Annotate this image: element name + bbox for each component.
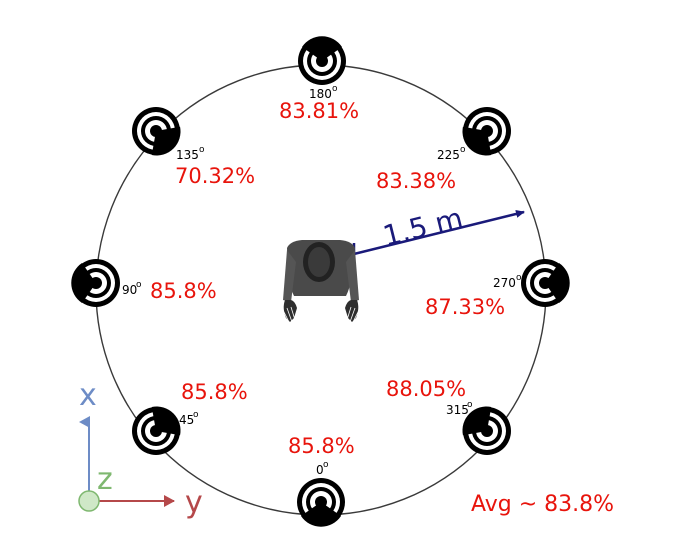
- angle-label: 0: [316, 463, 324, 477]
- degree-symbol: o: [323, 460, 329, 470]
- speaker-icon: [297, 478, 345, 527]
- distance-label: 1.5 m: [380, 201, 466, 253]
- degree-symbol: o: [199, 145, 205, 155]
- accuracy-label: 87.33%: [425, 295, 505, 319]
- speaker-135: 135 o 70.32%: [122, 97, 255, 188]
- accuracy-label: 83.38%: [376, 169, 456, 193]
- degree-symbol: o: [332, 84, 338, 94]
- degree-symbol: o: [467, 400, 473, 410]
- speaker-225: 225 o 83.38%: [376, 97, 521, 193]
- speaker-315: 315 o 88.05%: [386, 377, 521, 465]
- accuracy-label: 88.05%: [386, 377, 466, 401]
- angle-label: 135: [176, 148, 199, 162]
- speaker-icon: [521, 259, 570, 307]
- accuracy-label: 85.8%: [150, 279, 217, 303]
- speaker-45: 45 o 85.8%: [122, 380, 248, 465]
- accuracy-label: 70.32%: [175, 164, 255, 188]
- z-axis-label: z: [97, 462, 113, 497]
- degree-symbol: o: [516, 273, 522, 283]
- degree-symbol: o: [193, 410, 199, 420]
- accuracy-label: 85.8%: [181, 380, 248, 404]
- angle-label: 90: [122, 283, 137, 297]
- y-axis-label: y: [185, 485, 203, 520]
- average-accuracy-label: Avg ~ 83.8%: [471, 492, 614, 517]
- speaker-icon: [298, 36, 346, 85]
- speaker-icon: [71, 259, 120, 307]
- x-axis-label: x: [79, 378, 97, 413]
- degree-symbol: o: [460, 145, 466, 155]
- coordinate-axes-icon: x z y: [78, 378, 203, 520]
- speaker-icon: [452, 97, 521, 166]
- angle-label: 225: [437, 148, 460, 162]
- speaker-270: 270 o 87.33%: [425, 259, 570, 319]
- person-top-view-icon: [282, 240, 360, 323]
- angle-label: 270: [493, 276, 516, 290]
- speaker-icon: [122, 396, 191, 465]
- distance-arrow: 1.5 m: [352, 201, 525, 265]
- angle-label: 45: [179, 413, 194, 427]
- angle-label: 315: [446, 403, 469, 417]
- degree-symbol: o: [136, 280, 142, 290]
- accuracy-label: 83.81%: [279, 99, 359, 123]
- speaker-0: 0 o 85.8%: [288, 434, 355, 527]
- speaker-90: 90 o 85.8%: [71, 259, 217, 307]
- speaker-180: 180 o 83.81%: [279, 36, 359, 123]
- accuracy-label: 85.8%: [288, 434, 355, 458]
- angle-label: 180: [309, 87, 332, 101]
